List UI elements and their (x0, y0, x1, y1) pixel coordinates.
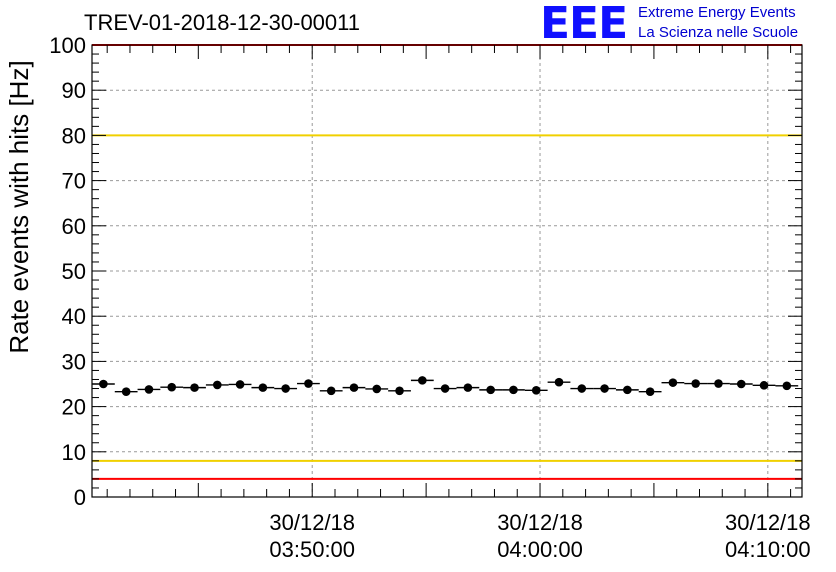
data-point (274, 384, 298, 393)
data-point-marker (349, 383, 359, 392)
y-tick-label: 50 (62, 259, 86, 284)
logo-text-line2: La Scienza nelle Scuole (638, 24, 799, 41)
data-point (661, 378, 685, 387)
data-point (137, 385, 161, 394)
data-point-marker (509, 385, 518, 395)
axis-ticks (92, 44, 802, 498)
x-tick-label-date: 30/12/18 (725, 510, 811, 535)
data-point-marker (668, 378, 678, 387)
logo-text-line1: Extreme Energy Events (638, 4, 796, 21)
data-point (228, 380, 252, 389)
data-point-marker (258, 383, 268, 392)
data-point-marker (144, 385, 154, 394)
y-tick-label: 80 (62, 123, 86, 148)
data-point (410, 376, 434, 385)
data-point (342, 383, 366, 392)
data-point-marker (759, 381, 769, 390)
reference-lines (92, 44, 802, 480)
data-point (205, 380, 229, 390)
data-point-marker (736, 379, 746, 389)
data-point (570, 384, 594, 393)
grid-layer (92, 44, 802, 498)
y-tick-label: 70 (62, 169, 86, 194)
data-point-marker (623, 385, 632, 395)
y-tick-label: 30 (62, 349, 86, 374)
data-point-marker (645, 387, 655, 396)
data-point-marker (304, 379, 313, 388)
data-point (251, 383, 275, 392)
tick-labels: 010203040506070809010030/12/1803:50:0030… (49, 33, 810, 562)
data-point-marker (235, 380, 245, 389)
data-point (547, 377, 571, 387)
y-tick-label: 20 (62, 395, 86, 420)
data-point-marker (486, 385, 495, 395)
data-point (297, 379, 320, 388)
data-point-marker (395, 386, 404, 396)
eee-logo: EEE Extreme Energy Events La Scienza nel… (540, 0, 830, 49)
data-point-marker (281, 384, 290, 393)
data-point (433, 384, 457, 393)
data-point-marker (99, 379, 108, 389)
data-point (92, 379, 115, 389)
x-tick-label-time: 04:00:00 (497, 537, 583, 562)
data-point-marker (463, 383, 473, 392)
data-point (456, 383, 480, 392)
data-point (707, 379, 730, 388)
x-tick-label-date: 30/12/18 (269, 510, 355, 535)
data-point-marker (121, 387, 131, 396)
data-point-marker (418, 376, 427, 385)
y-tick-label: 100 (49, 33, 86, 58)
data-point-marker (714, 379, 723, 388)
data-point (524, 386, 548, 395)
data-point (684, 379, 708, 388)
data-point-marker (554, 377, 564, 387)
data-point-marker (600, 384, 609, 393)
data-point (114, 387, 138, 396)
data-point (319, 386, 343, 396)
data-point (638, 387, 662, 396)
data-point (615, 385, 639, 395)
data-point-marker (167, 382, 177, 392)
y-tick-label: 0 (74, 485, 86, 510)
data-point-marker (212, 380, 222, 390)
data-point-marker (531, 386, 541, 395)
data-point (479, 385, 503, 395)
data-point-marker (782, 381, 792, 391)
data-point-marker (577, 384, 587, 393)
x-tick-label-date: 30/12/18 (497, 510, 583, 535)
data-point (160, 382, 184, 392)
y-tick-label: 40 (62, 304, 86, 329)
data-point (388, 386, 411, 396)
data-point (729, 379, 753, 389)
data-points (92, 376, 799, 396)
data-point (365, 384, 389, 394)
data-point-marker (372, 384, 382, 394)
y-tick-label: 90 (62, 78, 86, 103)
logo-mark: EEE (540, 0, 628, 49)
y-tick-label: 10 (62, 440, 86, 465)
x-tick-label-time: 03:50:00 (269, 537, 355, 562)
data-point (752, 381, 776, 390)
data-point-marker (190, 383, 199, 392)
data-point (183, 383, 206, 392)
y-axis-label: Rate events with hits [Hz] (4, 60, 34, 353)
x-tick-label-time: 04:10:00 (725, 537, 811, 562)
data-point-marker (440, 384, 450, 393)
data-point-marker (326, 386, 336, 396)
chart-title: TREV-01-2018-12-30-00011 (84, 10, 360, 35)
data-point (502, 385, 525, 395)
y-tick-label: 60 (62, 214, 86, 239)
data-point (593, 384, 616, 393)
data-point (775, 381, 799, 391)
data-point-marker (691, 379, 700, 388)
